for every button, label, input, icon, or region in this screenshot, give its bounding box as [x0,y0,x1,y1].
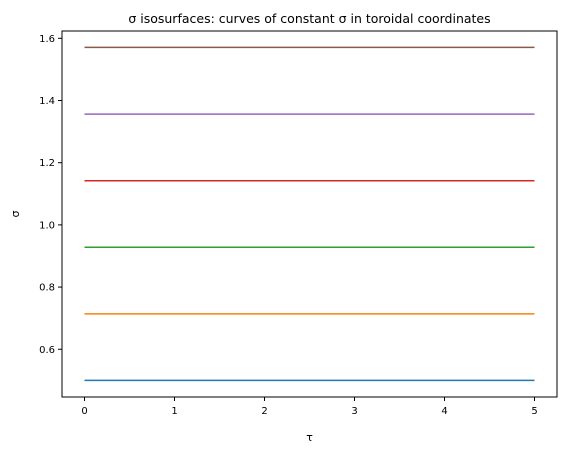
series-layer [84,46,535,382]
x-tick-label: 3 [351,406,357,417]
y-tick-label: 0.8 [39,283,55,294]
axes-frame [61,30,558,398]
y-axis-label: σ [9,210,22,217]
y-tick-label: 1.0 [39,220,55,231]
y-tick-label: 1.4 [39,96,55,107]
x-tick-label: 1 [171,406,177,417]
x-tick-label: 5 [531,406,537,417]
x-tick-label: 4 [441,406,447,417]
y-tick-label: 1.6 [39,34,55,45]
x-tick-label: 2 [261,406,267,417]
x-tick-label: 0 [81,406,87,417]
plot-area [61,30,558,398]
x-axis-ticks: 0 1 2 3 4 5 [81,397,538,417]
chart-title: σ isosurfaces: curves of constant σ in t… [128,11,490,26]
y-tick-label: 0.6 [39,345,55,356]
y-tick-label: 1.2 [39,158,55,169]
y-axis-ticks: 0.6 0.8 1.0 1.2 1.4 1.6 [39,34,62,356]
x-axis-label: τ [306,431,313,444]
